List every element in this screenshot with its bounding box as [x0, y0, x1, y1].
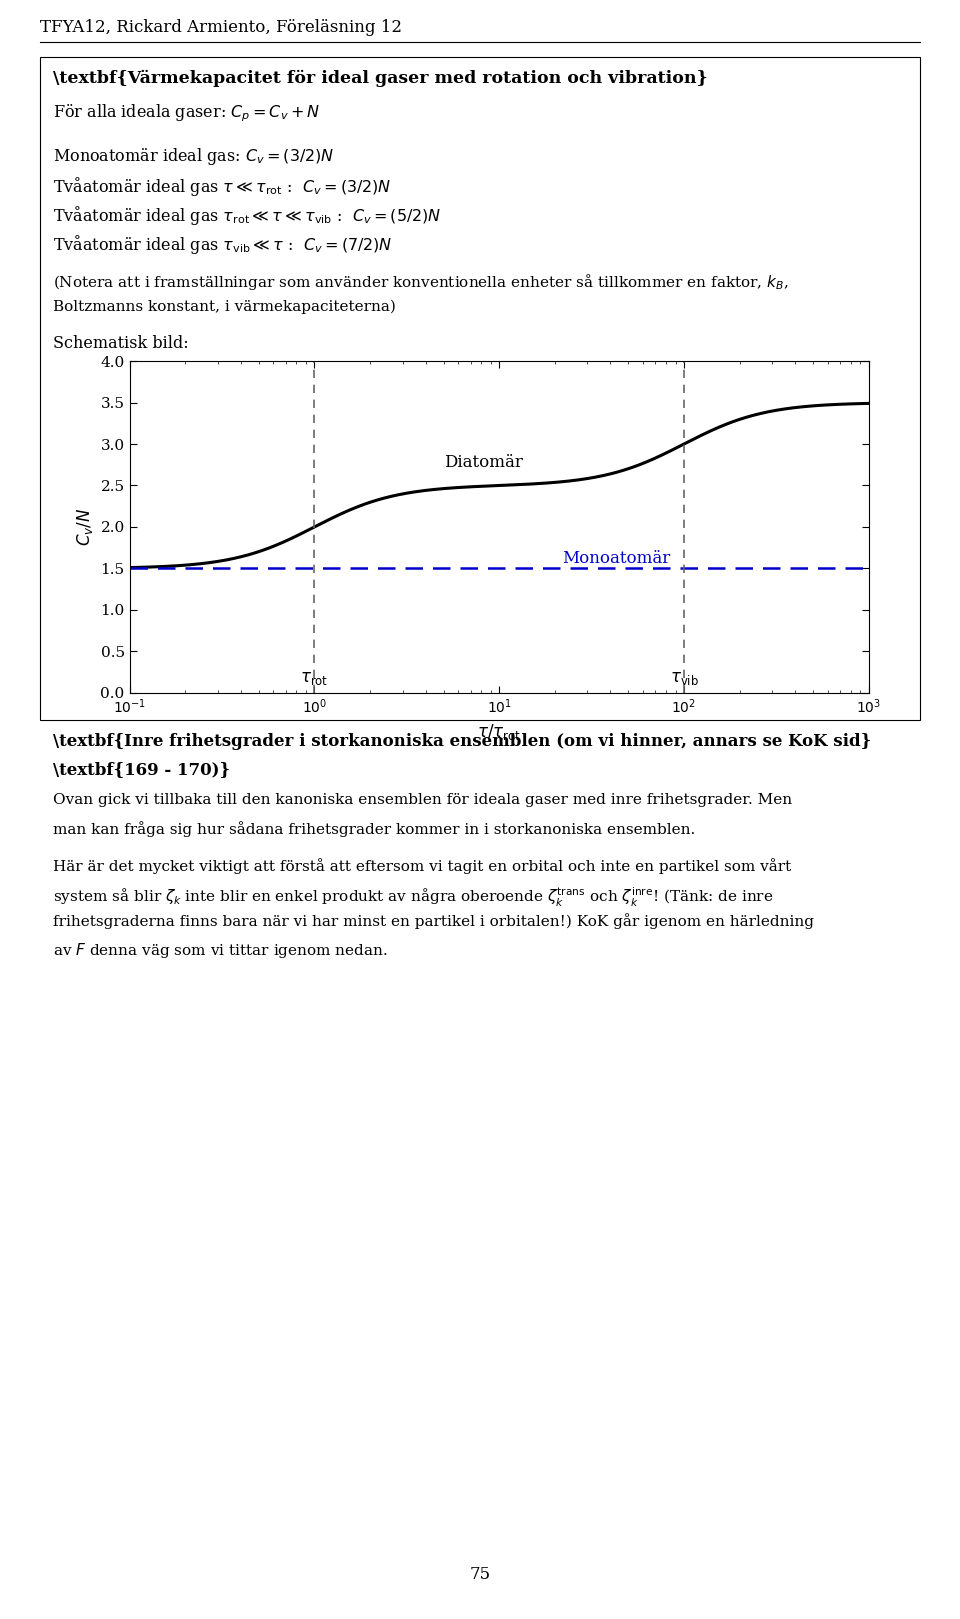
Text: 75: 75: [469, 1566, 491, 1582]
Text: Tvåatomär ideal gas $\tau_\mathrm{vib} \ll \tau$ :  $C_v = (7/2)N$: Tvåatomär ideal gas $\tau_\mathrm{vib} \…: [53, 233, 392, 256]
Text: Schematisk bild:: Schematisk bild:: [53, 335, 188, 353]
Text: \textbf{Inre frihetsgrader i storkanoniska ensemblen (om vi hinner, annars se Ko: \textbf{Inre frihetsgrader i storkanonis…: [53, 733, 871, 751]
Text: man kan fråga sig hur sådana frihetsgrader kommer in i storkanoniska ensemblen.: man kan fråga sig hur sådana frihetsgrad…: [53, 821, 695, 837]
Text: av $F$ denna väg som vi tittar igenom nedan.: av $F$ denna väg som vi tittar igenom ne…: [53, 941, 388, 960]
Text: (Notera att i framställningar som använder konventionella enheter så tillkommer : (Notera att i framställningar som använd…: [53, 272, 788, 291]
Text: $\tau_\mathrm{rot}$: $\tau_\mathrm{rot}$: [300, 670, 328, 686]
Text: Ovan gick vi tillbaka till den kanoniska ensemblen för ideala gaser med inre fri: Ovan gick vi tillbaka till den kanoniska…: [53, 793, 792, 808]
Text: För alla ideala gaser: $C_p = C_v + N$: För alla ideala gaser: $C_p = C_v + N$: [53, 102, 321, 123]
Text: Tvåatomär ideal gas $\tau_\mathrm{rot} \ll \tau \ll \tau_\mathrm{vib}$ :  $C_v =: Tvåatomär ideal gas $\tau_\mathrm{rot} \…: [53, 204, 441, 227]
Text: Diatomär: Diatomär: [444, 455, 522, 471]
Text: $\tau_\mathrm{vib}$: $\tau_\mathrm{vib}$: [669, 670, 699, 686]
Text: system så blir $\zeta_k$ inte blir en enkel produkt av några oberoende $\zeta_k^: system så blir $\zeta_k$ inte blir en en…: [53, 886, 774, 908]
Text: Monoatomär: Monoatomär: [563, 550, 671, 567]
Text: Här är det mycket viktigt att förstå att eftersom vi tagit en orbital och inte e: Här är det mycket viktigt att förstå att…: [53, 858, 791, 874]
Text: Monoatomär ideal gas: $C_v = (3/2)N$: Monoatomär ideal gas: $C_v = (3/2)N$: [53, 146, 334, 167]
X-axis label: $\tau/\tau_\mathrm{rot}$: $\tau/\tau_\mathrm{rot}$: [477, 722, 521, 742]
Text: Boltzmanns konstant, i värmekapaciteterna): Boltzmanns konstant, i värmekapacitetern…: [53, 300, 396, 314]
Text: \textbf{Värmekapacitet för ideal gaser med rotation och vibration}: \textbf{Värmekapacitet för ideal gaser m…: [53, 70, 708, 87]
Text: TFYA12, Rickard Armiento, Föreläsning 12: TFYA12, Rickard Armiento, Föreläsning 12: [40, 19, 402, 37]
Text: \textbf{169 - 170)}: \textbf{169 - 170)}: [53, 761, 230, 779]
Y-axis label: $C_v/N$: $C_v/N$: [75, 508, 95, 546]
Text: frihetsgraderna finns bara när vi har minst en partikel i orbitalen!) KoK går ig: frihetsgraderna finns bara när vi har mi…: [53, 913, 814, 929]
Text: Tvåatomär ideal gas $\tau \ll \tau_\mathrm{rot}$ :  $C_v = (3/2)N$: Tvåatomär ideal gas $\tau \ll \tau_\math…: [53, 175, 391, 198]
